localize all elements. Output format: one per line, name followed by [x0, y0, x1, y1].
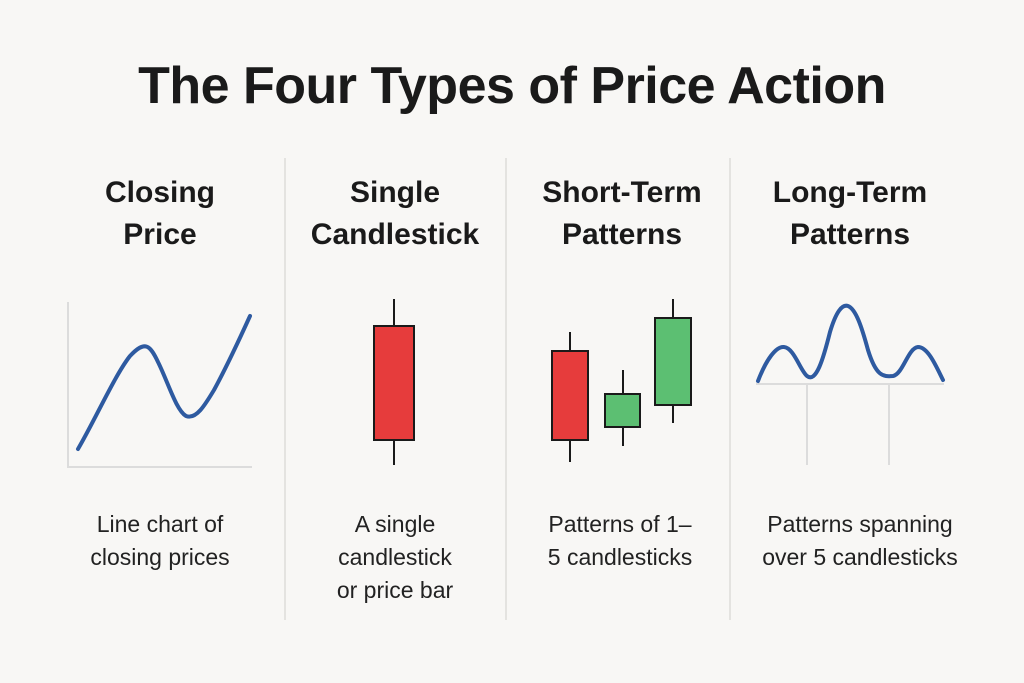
column-heading-closing-price: Closing Price	[105, 176, 215, 251]
column-heading-long-term-patterns: Long-Term Patterns	[772, 176, 928, 251]
column-description-closing-price: Line chart of closing prices	[90, 511, 230, 570]
single-candlestick-icon	[373, 299, 415, 465]
column-description-single-candlestick: A single candlestick or price bar	[336, 511, 454, 603]
bearish-candle-body	[551, 350, 589, 441]
line-chart-icon	[67, 302, 252, 468]
bullish-candle-body	[604, 393, 641, 428]
column-heading-single-candlestick: Single Candlestick	[310, 176, 480, 251]
wave-pattern-icon	[756, 303, 945, 465]
column-heading-short-term-patterns: Short-Term Patterns	[542, 176, 702, 251]
chart-axis	[67, 302, 252, 468]
page-title: The Four Types of Price Action	[138, 57, 886, 115]
column-description-long-term-patterns: Patterns spanning over 5 candlesticks	[762, 511, 958, 570]
closing-price-line	[76, 314, 252, 451]
bullish-candle-body	[654, 317, 692, 406]
long-term-wave-line	[756, 303, 945, 383]
column-divider	[729, 158, 731, 620]
column-description-short-term-patterns: Patterns of 1– 5 candlesticks	[547, 511, 693, 570]
bearish-candle-body	[373, 325, 415, 441]
column-divider	[505, 158, 507, 620]
candlestick-pattern-icon	[551, 299, 692, 462]
column-divider	[284, 158, 286, 620]
